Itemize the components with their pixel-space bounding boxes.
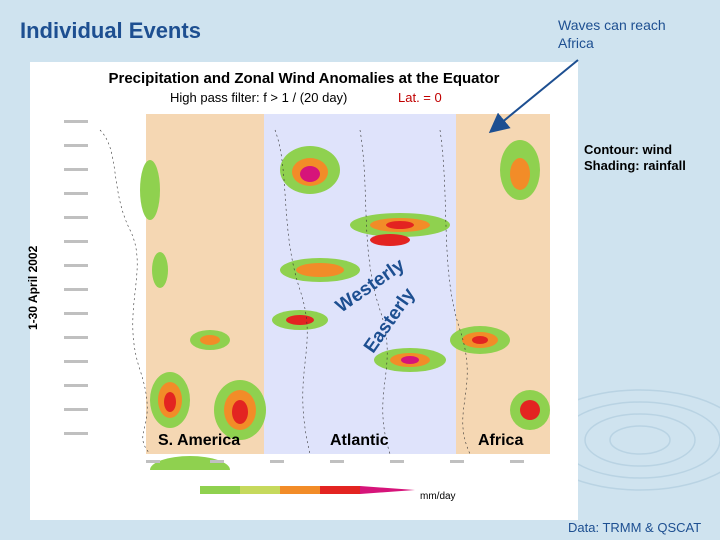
colorbar-unit: mm/day bbox=[420, 491, 456, 502]
africa-label: Africa bbox=[478, 432, 524, 449]
callout-text: Waves can reach Africa bbox=[558, 17, 666, 51]
south-america-label: S. America bbox=[158, 432, 241, 449]
date-ticks bbox=[64, 120, 88, 435]
wind-contours bbox=[99, 129, 471, 455]
figure-title: Precipitation and Zonal Wind Anomalies a… bbox=[108, 70, 500, 87]
rainfall-colorbar bbox=[200, 486, 415, 494]
rainfall-shading bbox=[140, 140, 550, 470]
y-axis-label: 1-30 April 2002 bbox=[26, 245, 40, 330]
latitude-label: Lat. = 0 bbox=[398, 90, 442, 105]
data-credit: Data: TRMM & QSCAT bbox=[568, 520, 702, 535]
hovmoller-plot bbox=[60, 110, 550, 470]
atlantic-label: Atlantic bbox=[330, 432, 389, 449]
legend-line-shading: Shading: rainfall bbox=[584, 158, 686, 173]
legend-text: Contour: wind Shading: rainfall bbox=[584, 142, 714, 174]
figure-subtitle: High pass filter: f > 1 / (20 day) bbox=[170, 90, 348, 105]
legend-line-contour: Contour: wind bbox=[584, 142, 673, 157]
x-ticks bbox=[146, 460, 524, 463]
slide-title: Individual Events bbox=[20, 18, 201, 43]
